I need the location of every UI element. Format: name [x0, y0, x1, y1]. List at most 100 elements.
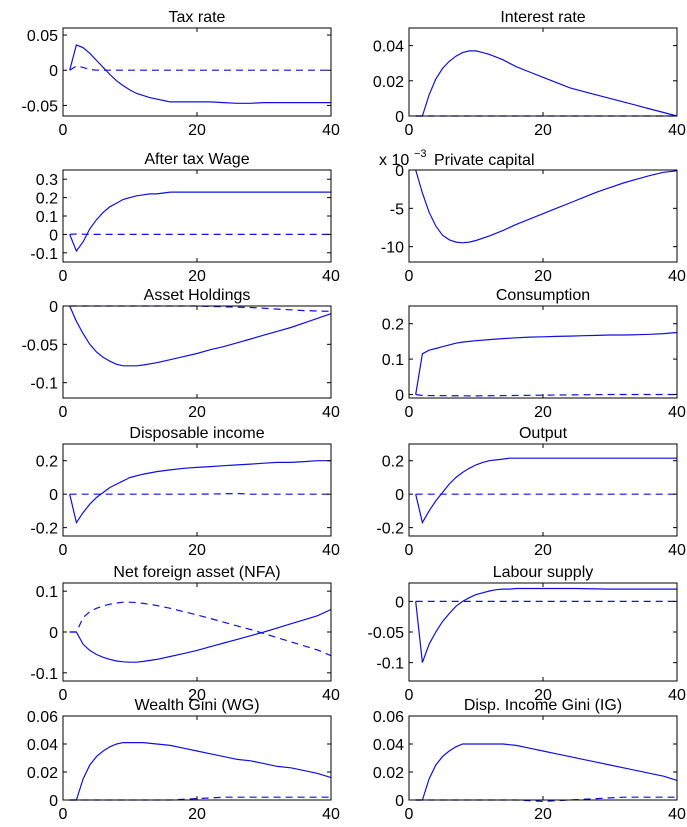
- series-solid-line: [415, 50, 678, 117]
- panel-title: Asset Holdings: [144, 287, 251, 304]
- series-dashed-line: [415, 393, 677, 397]
- series-solid-line: [415, 331, 678, 395]
- panel-5: 0 20 40 0 -0.05 -0.1 Asset Holdings: [22, 287, 340, 421]
- axis-scale-label: x 10: [379, 152, 409, 169]
- y-tick-label: 0: [395, 487, 404, 504]
- y-tick-label: 0.1: [36, 584, 58, 601]
- y-tick-label: -0.2: [30, 521, 58, 538]
- y-tick-label: 0: [49, 227, 58, 244]
- series-solid-line: [415, 587, 677, 663]
- x-tick-label: 40: [322, 542, 340, 559]
- series-dashed-line: [415, 796, 677, 803]
- y-tick-label: -0.1: [376, 656, 404, 673]
- y-tick-label: -0.1: [30, 666, 58, 683]
- x-tick-label: 20: [534, 404, 552, 421]
- y-tick-label: 0: [395, 109, 404, 126]
- axes-frame: [408, 715, 678, 801]
- panel-title: Disposable income: [129, 425, 264, 442]
- y-tick-label: 0.02: [373, 74, 404, 91]
- x-tick-label: 20: [534, 268, 552, 285]
- x-tick-label: 20: [188, 122, 206, 139]
- y-tick-label: -5: [390, 201, 404, 218]
- x-tick-label: 20: [534, 122, 552, 139]
- x-tick-label: 40: [668, 542, 686, 559]
- panel-title: After tax Wage: [144, 151, 249, 168]
- panel-2: 0 20 40 0.04 0.02 0 Interest rate: [373, 9, 686, 139]
- x-tick-label: 20: [188, 542, 206, 559]
- axes-frame: [62, 582, 332, 682]
- x-tick-label: 0: [405, 542, 414, 559]
- y-tick-label: 0: [395, 387, 404, 404]
- x-tick-label: 20: [188, 806, 206, 823]
- panel-12: 0 20 40 0.06 0.04 0.02 0 Disp. Income Gini (IG): [373, 697, 686, 823]
- panel-title: Private capital: [434, 152, 535, 169]
- axes-frame: [408, 582, 678, 682]
- y-tick-label: -0.05: [22, 337, 59, 354]
- series-dashed-line: [69, 305, 332, 312]
- axes-frame: [408, 305, 678, 399]
- x-tick-label: 40: [322, 806, 340, 823]
- x-tick-label: 40: [322, 268, 340, 285]
- x-tick-label: 20: [534, 542, 552, 559]
- y-tick-label: 0: [49, 793, 58, 810]
- y-tick-label: 0.06: [373, 709, 404, 726]
- series-dashed-line: [69, 796, 331, 801]
- y-tick-label: 0.05: [27, 28, 58, 45]
- x-tick-label: 0: [405, 268, 414, 285]
- axes-frame: [62, 443, 332, 537]
- y-tick-label: -0.1: [30, 376, 58, 393]
- panel-title: Tax rate: [169, 9, 226, 26]
- y-tick-label: 0: [49, 625, 58, 642]
- y-tick-label: 0.2: [36, 454, 58, 471]
- y-tick-label: -0.2: [376, 521, 404, 538]
- x-tick-label: 20: [188, 687, 206, 704]
- y-tick-label: 0.06: [27, 709, 58, 726]
- series-solid-line: [415, 743, 678, 801]
- x-tick-label: 40: [668, 404, 686, 421]
- x-tick-label: 40: [322, 687, 340, 704]
- y-tick-label: -0.1: [30, 246, 58, 263]
- panel-title: Interest rate: [500, 9, 585, 26]
- x-tick-label: 20: [188, 404, 206, 421]
- x-tick-label: 0: [405, 806, 414, 823]
- x-tick-label: 0: [405, 122, 414, 139]
- x-tick-label: 0: [59, 268, 68, 285]
- axes-frame: [408, 169, 678, 263]
- series-dashed-line: [69, 492, 331, 495]
- series-solid-line: [415, 169, 678, 244]
- axes-frame: [62, 305, 332, 399]
- x-tick-label: 0: [59, 806, 68, 823]
- y-tick-label: 0: [49, 487, 58, 504]
- series-solid-line: [69, 608, 332, 663]
- panel-title: Net foreign asset (NFA): [113, 564, 280, 581]
- y-tick-label: -0.05: [22, 98, 59, 115]
- panel-6: 0 20 40 0.2 0.1 0 Consumption: [382, 287, 686, 421]
- panel-title: Consumption: [496, 287, 590, 304]
- y-tick-label: 0: [49, 63, 58, 80]
- x-tick-label: 0: [59, 404, 68, 421]
- panel-title: Disp. Income Gini (IG): [464, 697, 622, 714]
- series-dashed-line: [69, 65, 331, 71]
- x-tick-label: 20: [188, 268, 206, 285]
- y-tick-label: 0.1: [382, 352, 404, 369]
- series-solid-line: [69, 44, 331, 104]
- y-tick-label: 0: [395, 793, 404, 810]
- y-tick-label: 0: [395, 594, 404, 611]
- y-tick-label: 0.2: [382, 454, 404, 471]
- axis-scale-exponent: −3: [414, 148, 427, 160]
- y-tick-label: 0.04: [373, 39, 404, 56]
- series-solid-line: [69, 191, 331, 253]
- series-solid-line: [69, 741, 332, 801]
- y-tick-label: 0.2: [36, 191, 58, 208]
- x-tick-label: 20: [534, 806, 552, 823]
- x-tick-label: 40: [668, 268, 686, 285]
- y-tick-label: 0: [49, 299, 58, 316]
- x-tick-label: 0: [59, 542, 68, 559]
- y-tick-label: 0.1: [36, 209, 58, 226]
- x-tick-label: 0: [59, 687, 68, 704]
- panel-11: 0 20 40 0.06 0.04 0.02 0 Wealth Gini (WG): [27, 697, 340, 823]
- panel-title: Labour supply: [493, 564, 594, 581]
